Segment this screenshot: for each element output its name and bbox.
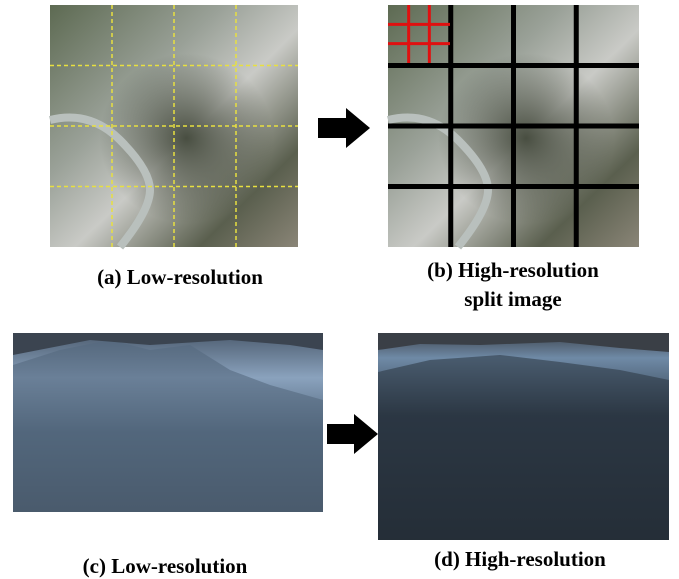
caption-b: split image	[464, 287, 561, 311]
image-c	[13, 333, 323, 512]
image-d	[378, 333, 669, 540]
image-b	[388, 5, 639, 247]
figure: (a) Low-resolution (b) High-resolution s…	[0, 0, 679, 579]
terrain-ridge	[378, 355, 669, 540]
arrow	[327, 414, 378, 454]
caption-d: (d) High-resolution	[434, 547, 606, 571]
caption-a: (a) Low-resolution	[97, 265, 263, 289]
arrow	[318, 108, 370, 148]
image-a	[50, 5, 298, 247]
caption-c: (c) Low-resolution	[83, 554, 248, 578]
page: (a) Low-resolution (b) High-resolution s…	[0, 0, 679, 579]
caption-b: (b) High-resolution	[427, 258, 599, 282]
